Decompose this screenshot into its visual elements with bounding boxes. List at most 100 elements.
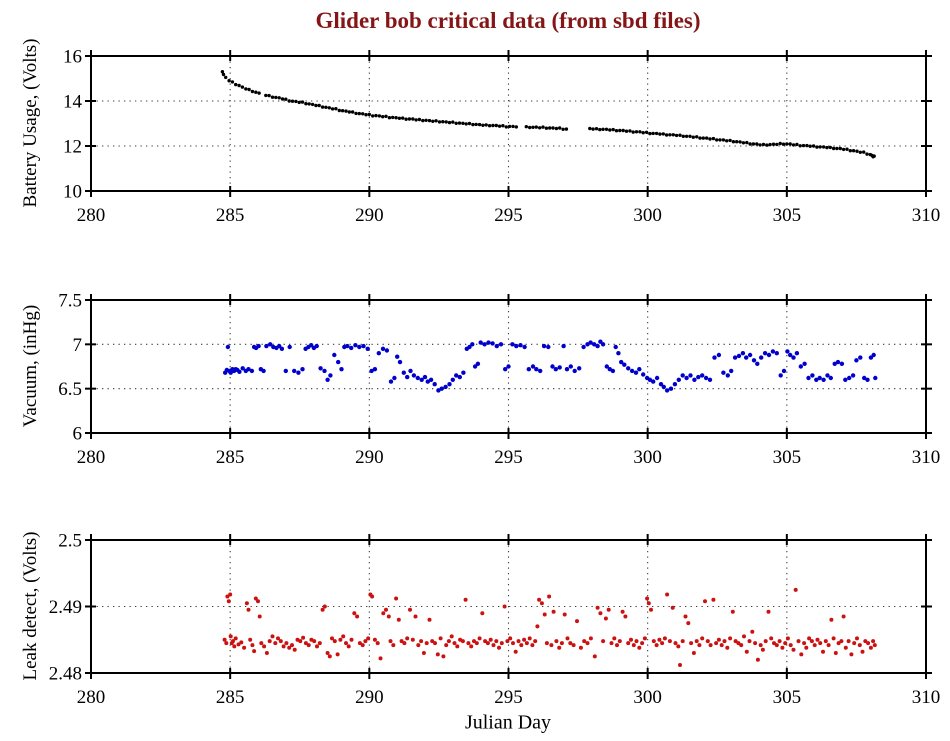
x-tick-label: 290	[355, 205, 384, 226]
data-point	[610, 368, 616, 374]
data-point	[725, 373, 730, 378]
plot-box	[90, 55, 927, 192]
data-point	[405, 636, 410, 641]
data-point	[649, 607, 653, 612]
data-point	[506, 364, 511, 369]
data-point	[657, 637, 662, 642]
data-point	[658, 132, 662, 136]
data-point	[758, 643, 763, 648]
x-tick-label: 310	[912, 447, 941, 468]
data-point	[414, 118, 418, 122]
data-point	[703, 375, 709, 381]
data-point	[688, 373, 693, 378]
data-point	[267, 93, 271, 98]
data-point	[222, 637, 227, 642]
data-point	[544, 641, 549, 646]
data-point	[871, 352, 876, 358]
data-point	[300, 367, 305, 372]
data-point	[741, 141, 746, 145]
data-point	[494, 639, 499, 644]
data-point	[355, 614, 360, 619]
data-point	[320, 607, 325, 612]
data-point	[250, 89, 255, 94]
data-point	[683, 614, 688, 619]
data-point	[268, 342, 273, 347]
data-point	[865, 377, 870, 382]
data-point	[257, 614, 262, 619]
data-point	[250, 643, 255, 648]
data-point	[303, 641, 308, 646]
data-point	[399, 639, 404, 644]
data-point	[725, 139, 729, 143]
data-point	[494, 123, 498, 128]
data-point	[394, 116, 398, 120]
data-point	[226, 599, 231, 604]
data-point	[322, 368, 327, 374]
data-point	[825, 145, 829, 150]
y-tick-label: 6.5	[58, 379, 82, 400]
data-point	[798, 144, 802, 148]
data-point	[369, 368, 374, 374]
data-point	[736, 641, 741, 646]
data-point	[507, 124, 512, 129]
data-point	[236, 642, 241, 647]
data-point	[502, 604, 507, 609]
data-point	[568, 641, 573, 646]
data-point	[433, 641, 437, 646]
data-point	[474, 122, 478, 127]
data-point	[801, 143, 806, 148]
data-point	[843, 377, 848, 382]
data-point	[262, 644, 267, 649]
data-point	[422, 374, 428, 380]
data-point	[828, 145, 832, 150]
data-point	[575, 619, 579, 624]
data-point	[232, 644, 237, 649]
data-point	[526, 367, 531, 372]
data-point	[553, 367, 558, 372]
data-point	[547, 594, 552, 599]
data-point	[661, 384, 666, 390]
data-point	[310, 102, 315, 107]
data-point	[548, 126, 552, 130]
data-point	[664, 388, 670, 393]
data-point	[254, 90, 258, 94]
data-point	[765, 143, 769, 147]
data-point	[747, 352, 753, 358]
data-point	[392, 375, 397, 381]
data-point	[668, 133, 672, 137]
data-point	[421, 118, 425, 123]
data-point	[537, 597, 542, 602]
data-point	[804, 645, 809, 650]
data-point	[680, 373, 685, 378]
data-point	[534, 125, 538, 129]
data-point	[330, 107, 335, 111]
data-point	[732, 355, 738, 360]
data-point	[297, 100, 301, 105]
data-point	[277, 96, 281, 100]
data-point	[290, 99, 295, 103]
data-point	[384, 114, 388, 119]
data-point	[524, 641, 529, 646]
data-point	[629, 368, 635, 374]
data-point	[631, 643, 636, 648]
data-point	[719, 643, 724, 648]
data-point	[755, 142, 759, 146]
data-point	[810, 373, 815, 378]
data-point	[761, 142, 766, 147]
data-point	[561, 343, 566, 349]
x-tick-label: 300	[633, 687, 662, 708]
data-point	[577, 366, 582, 371]
data-point	[812, 643, 817, 648]
data-point	[240, 366, 245, 371]
data-point	[788, 643, 793, 648]
data-point	[791, 143, 796, 147]
data-point	[796, 639, 801, 644]
data-point	[419, 377, 424, 382]
data-point	[866, 641, 871, 646]
data-point	[598, 127, 602, 132]
data-point	[307, 102, 311, 106]
x-tick-label: 290	[355, 687, 384, 708]
data-point	[498, 342, 504, 347]
data-point	[872, 643, 877, 648]
data-point	[806, 375, 811, 381]
